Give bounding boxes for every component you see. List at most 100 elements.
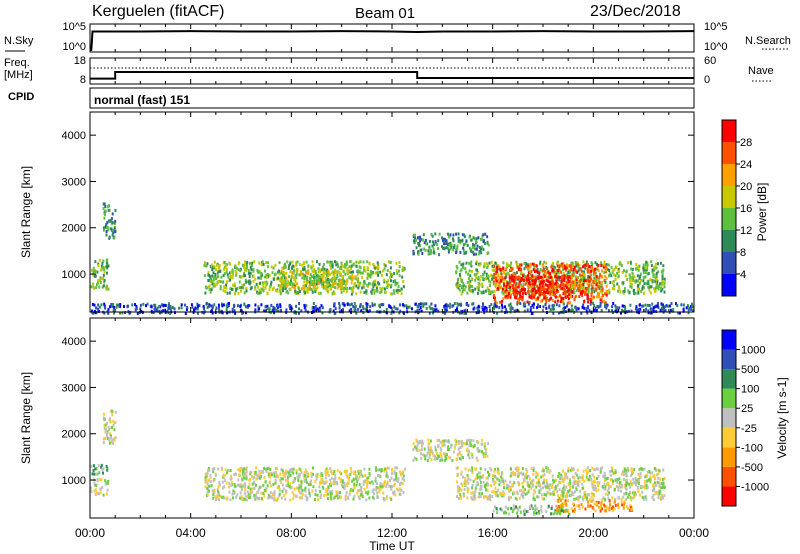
power-cell bbox=[524, 282, 527, 286]
power-cell bbox=[478, 278, 481, 282]
power-cell bbox=[544, 303, 547, 307]
power-cell bbox=[637, 284, 639, 288]
velocity-cell bbox=[252, 476, 255, 480]
power-cell bbox=[327, 284, 330, 288]
velocity-cell bbox=[204, 472, 207, 476]
power-cell bbox=[463, 288, 466, 292]
power-cell bbox=[443, 237, 445, 241]
velocity-cell bbox=[517, 483, 520, 487]
velocity-cell bbox=[439, 458, 442, 462]
velocity-cell bbox=[325, 488, 328, 492]
velocity-cell bbox=[236, 483, 239, 487]
velocity-cell bbox=[481, 450, 483, 454]
velocity-cell bbox=[628, 482, 631, 486]
power-cell bbox=[245, 265, 248, 269]
velocity-cell bbox=[660, 496, 662, 500]
power-cell bbox=[478, 263, 481, 267]
power-cell bbox=[320, 268, 323, 272]
power-cell bbox=[574, 261, 577, 264]
velocity-cell bbox=[633, 481, 636, 485]
velocity-cell bbox=[271, 496, 274, 500]
power-cell bbox=[223, 285, 226, 289]
power-cell bbox=[270, 265, 273, 269]
velocity-cell bbox=[261, 470, 264, 474]
velocity-cell bbox=[235, 472, 237, 476]
power-cell bbox=[407, 305, 410, 309]
power-cell bbox=[333, 292, 336, 296]
power-cell bbox=[475, 262, 478, 266]
power-cell bbox=[300, 287, 303, 291]
velocity-cell bbox=[549, 492, 552, 496]
power-cell bbox=[483, 311, 486, 315]
power-cell bbox=[457, 239, 460, 243]
velocity-cell bbox=[486, 497, 489, 501]
velocity-cell bbox=[401, 471, 403, 475]
power-cell bbox=[518, 297, 521, 301]
velocity-cell bbox=[654, 481, 656, 485]
power-cell bbox=[525, 262, 528, 265]
power-cell bbox=[421, 302, 424, 306]
power-cell bbox=[620, 311, 622, 315]
power-cell bbox=[105, 223, 108, 227]
velocity-cell bbox=[385, 485, 388, 489]
power-cell bbox=[196, 311, 199, 315]
power-cell bbox=[475, 311, 478, 315]
velocity-cell bbox=[658, 469, 661, 473]
power-cell bbox=[524, 288, 526, 292]
power-cell bbox=[98, 285, 101, 289]
power-cell bbox=[327, 280, 329, 284]
power-cell bbox=[590, 269, 593, 273]
velocity-cell bbox=[637, 478, 640, 482]
power-cell bbox=[597, 292, 600, 295]
power-cell bbox=[160, 303, 163, 307]
velocity-cell bbox=[588, 469, 591, 472]
velocity-cell bbox=[455, 466, 458, 470]
power-cell bbox=[202, 311, 205, 315]
velocity-cell bbox=[298, 483, 301, 487]
power-cell bbox=[556, 288, 558, 292]
velocity-cell bbox=[221, 480, 224, 484]
power-cell bbox=[502, 261, 505, 265]
power-cell bbox=[531, 279, 534, 283]
power-cell bbox=[464, 285, 467, 289]
power-cell bbox=[647, 309, 650, 313]
power-cell bbox=[644, 309, 647, 313]
power-cell bbox=[572, 285, 574, 289]
power-cell bbox=[313, 281, 316, 285]
velocity-cell bbox=[363, 487, 366, 491]
power-cell bbox=[553, 293, 555, 297]
velocity-cell bbox=[643, 467, 646, 471]
velocity-cell bbox=[555, 478, 557, 482]
power-cell bbox=[113, 311, 116, 315]
power-cell bbox=[104, 209, 107, 213]
velocity-cell bbox=[402, 478, 405, 482]
velocity-cell bbox=[481, 492, 483, 496]
power-cell bbox=[383, 278, 386, 282]
velocity-cell bbox=[548, 487, 551, 491]
power-cell bbox=[425, 242, 428, 246]
power-cell bbox=[142, 302, 145, 306]
power-cell bbox=[613, 273, 615, 277]
velocity-cell bbox=[295, 469, 298, 473]
power-cell bbox=[640, 290, 643, 294]
power-cell bbox=[635, 305, 638, 309]
power-cell bbox=[90, 285, 93, 289]
velocity-cell bbox=[306, 474, 309, 478]
power-cell bbox=[318, 275, 321, 279]
power-cell bbox=[390, 283, 393, 287]
power-cell bbox=[97, 309, 100, 313]
power-cell bbox=[326, 288, 329, 291]
power-cell bbox=[590, 277, 593, 281]
power-cell bbox=[345, 262, 348, 266]
power-cell bbox=[654, 276, 657, 280]
velocity-cell bbox=[478, 471, 481, 475]
power-cell bbox=[231, 287, 233, 291]
power-cell bbox=[210, 288, 213, 292]
velocity-cell bbox=[415, 447, 418, 451]
power-cell bbox=[357, 286, 360, 290]
velocity-cell bbox=[242, 472, 245, 476]
velocity-cell bbox=[230, 474, 233, 478]
velocity-cell bbox=[515, 497, 518, 501]
power-cell bbox=[567, 286, 570, 290]
power-cell bbox=[685, 306, 688, 310]
